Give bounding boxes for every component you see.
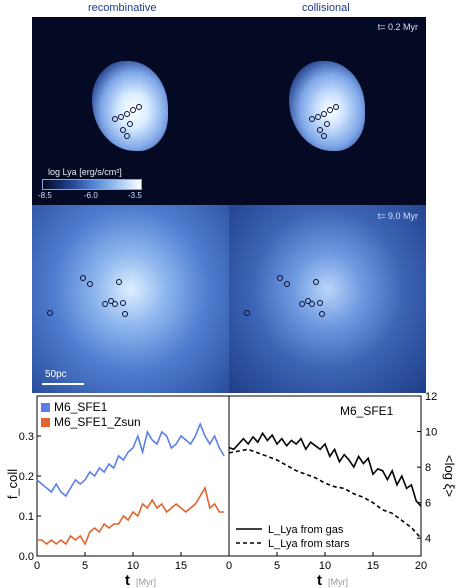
sim-panel-top-right: t= 0.2 Myr — [229, 17, 426, 205]
series-line-l-lya-from-gas — [228, 431, 422, 507]
series-line-m6-sfe1-zsun — [37, 485, 225, 546]
x-tick-label: 15 — [367, 560, 379, 572]
star-marker — [244, 310, 250, 316]
y-tick-label: 0.3 — [19, 431, 34, 443]
x-axis-label: t — [317, 572, 322, 588]
star-marker — [87, 281, 93, 287]
star-marker — [309, 116, 315, 122]
legend-label: M6_SFE1 — [54, 400, 108, 414]
y-axis-label: <log ξ> — [442, 455, 457, 497]
star-marker — [317, 300, 323, 306]
star-marker — [47, 310, 53, 316]
x-tick-label: 10 — [127, 560, 139, 572]
lya-emission-blob — [92, 61, 168, 151]
star-marker — [124, 111, 130, 117]
star-marker — [118, 114, 124, 120]
x-tick-label: 0 — [34, 560, 40, 572]
star-marker — [299, 301, 305, 307]
star-marker — [80, 275, 86, 281]
star-marker — [321, 111, 327, 117]
star-marker — [284, 281, 290, 287]
y-tick-label: 12 — [425, 391, 437, 403]
x-tick-label: 5 — [82, 560, 88, 572]
star-marker — [112, 301, 118, 307]
star-marker — [136, 104, 142, 110]
x-axis-unit: [Myr] — [328, 577, 348, 587]
legend-swatch — [41, 418, 50, 427]
column-title-recombinative: recombinative — [88, 2, 157, 14]
star-marker — [309, 301, 315, 307]
sim-panel-bottom-right: t= 9.0 Myr — [229, 205, 426, 393]
x-tick-label: 20 — [415, 560, 427, 572]
star-marker — [130, 107, 136, 113]
y-tick-label: 0.0 — [19, 551, 34, 563]
y-tick-label: 6 — [425, 498, 431, 510]
star-marker — [120, 127, 126, 133]
column-title-collisional: collisional — [302, 2, 350, 14]
y-axis-label: f_coll — [5, 469, 20, 499]
legend-label: L_Lya from stars — [268, 538, 350, 550]
star-marker — [324, 121, 330, 127]
colorbar-label: log Lya [erg/s/cm²] — [48, 167, 122, 177]
star-marker — [112, 116, 118, 122]
time-label-bottom: t= 9.0 Myr — [377, 211, 418, 221]
y-tick-label: 0.2 — [19, 471, 34, 483]
star-marker — [124, 133, 130, 139]
star-marker — [116, 279, 122, 285]
star-marker — [122, 311, 128, 317]
lya-emission-blob — [289, 61, 365, 151]
star-marker — [127, 121, 133, 127]
x-tick-label: 0 — [226, 560, 232, 572]
legend-label: M6_SFE1_Zsun — [54, 415, 141, 429]
star-marker — [120, 300, 126, 306]
star-marker — [313, 279, 319, 285]
star-marker — [319, 311, 325, 317]
star-marker — [317, 127, 323, 133]
star-marker — [327, 107, 333, 113]
colorbar-tick-label: -8.5 — [38, 191, 52, 200]
x-axis-unit: [Myr] — [136, 577, 156, 587]
plot-title: M6_SFE1 — [340, 404, 394, 418]
x-tick-label: 15 — [175, 560, 187, 572]
y-tick-label: 10 — [425, 427, 437, 439]
series-line-m6-sfe1 — [36, 421, 225, 498]
scalebar — [42, 383, 84, 385]
sim-panel-bottom-left: 50pc — [32, 205, 229, 393]
star-marker — [321, 133, 327, 139]
colorbar — [42, 179, 142, 190]
sim-panel-top-left: log Lya [erg/s/cm²] -8.5 -6.0 -3.5 — [32, 17, 229, 205]
y-tick-label: 0.1 — [19, 511, 34, 523]
star-marker — [277, 275, 283, 281]
colorbar-tick-label: -3.5 — [128, 191, 142, 200]
x-axis-label: t — [125, 572, 130, 588]
time-label-top: t= 0.2 Myr — [377, 22, 418, 32]
star-marker — [102, 301, 108, 307]
star-marker — [315, 114, 321, 120]
x-tick-label: 5 — [274, 560, 280, 572]
x-tick-label: 10 — [319, 560, 331, 572]
y-tick-label: 8 — [425, 462, 431, 474]
legend-label: L_Lya from gas — [268, 524, 344, 536]
colorbar-tick-label: -6.0 — [84, 191, 98, 200]
scalebar-label: 50pc — [45, 369, 67, 380]
y-tick-label: 4 — [425, 533, 431, 545]
legend-swatch — [41, 403, 50, 412]
star-marker — [333, 104, 339, 110]
